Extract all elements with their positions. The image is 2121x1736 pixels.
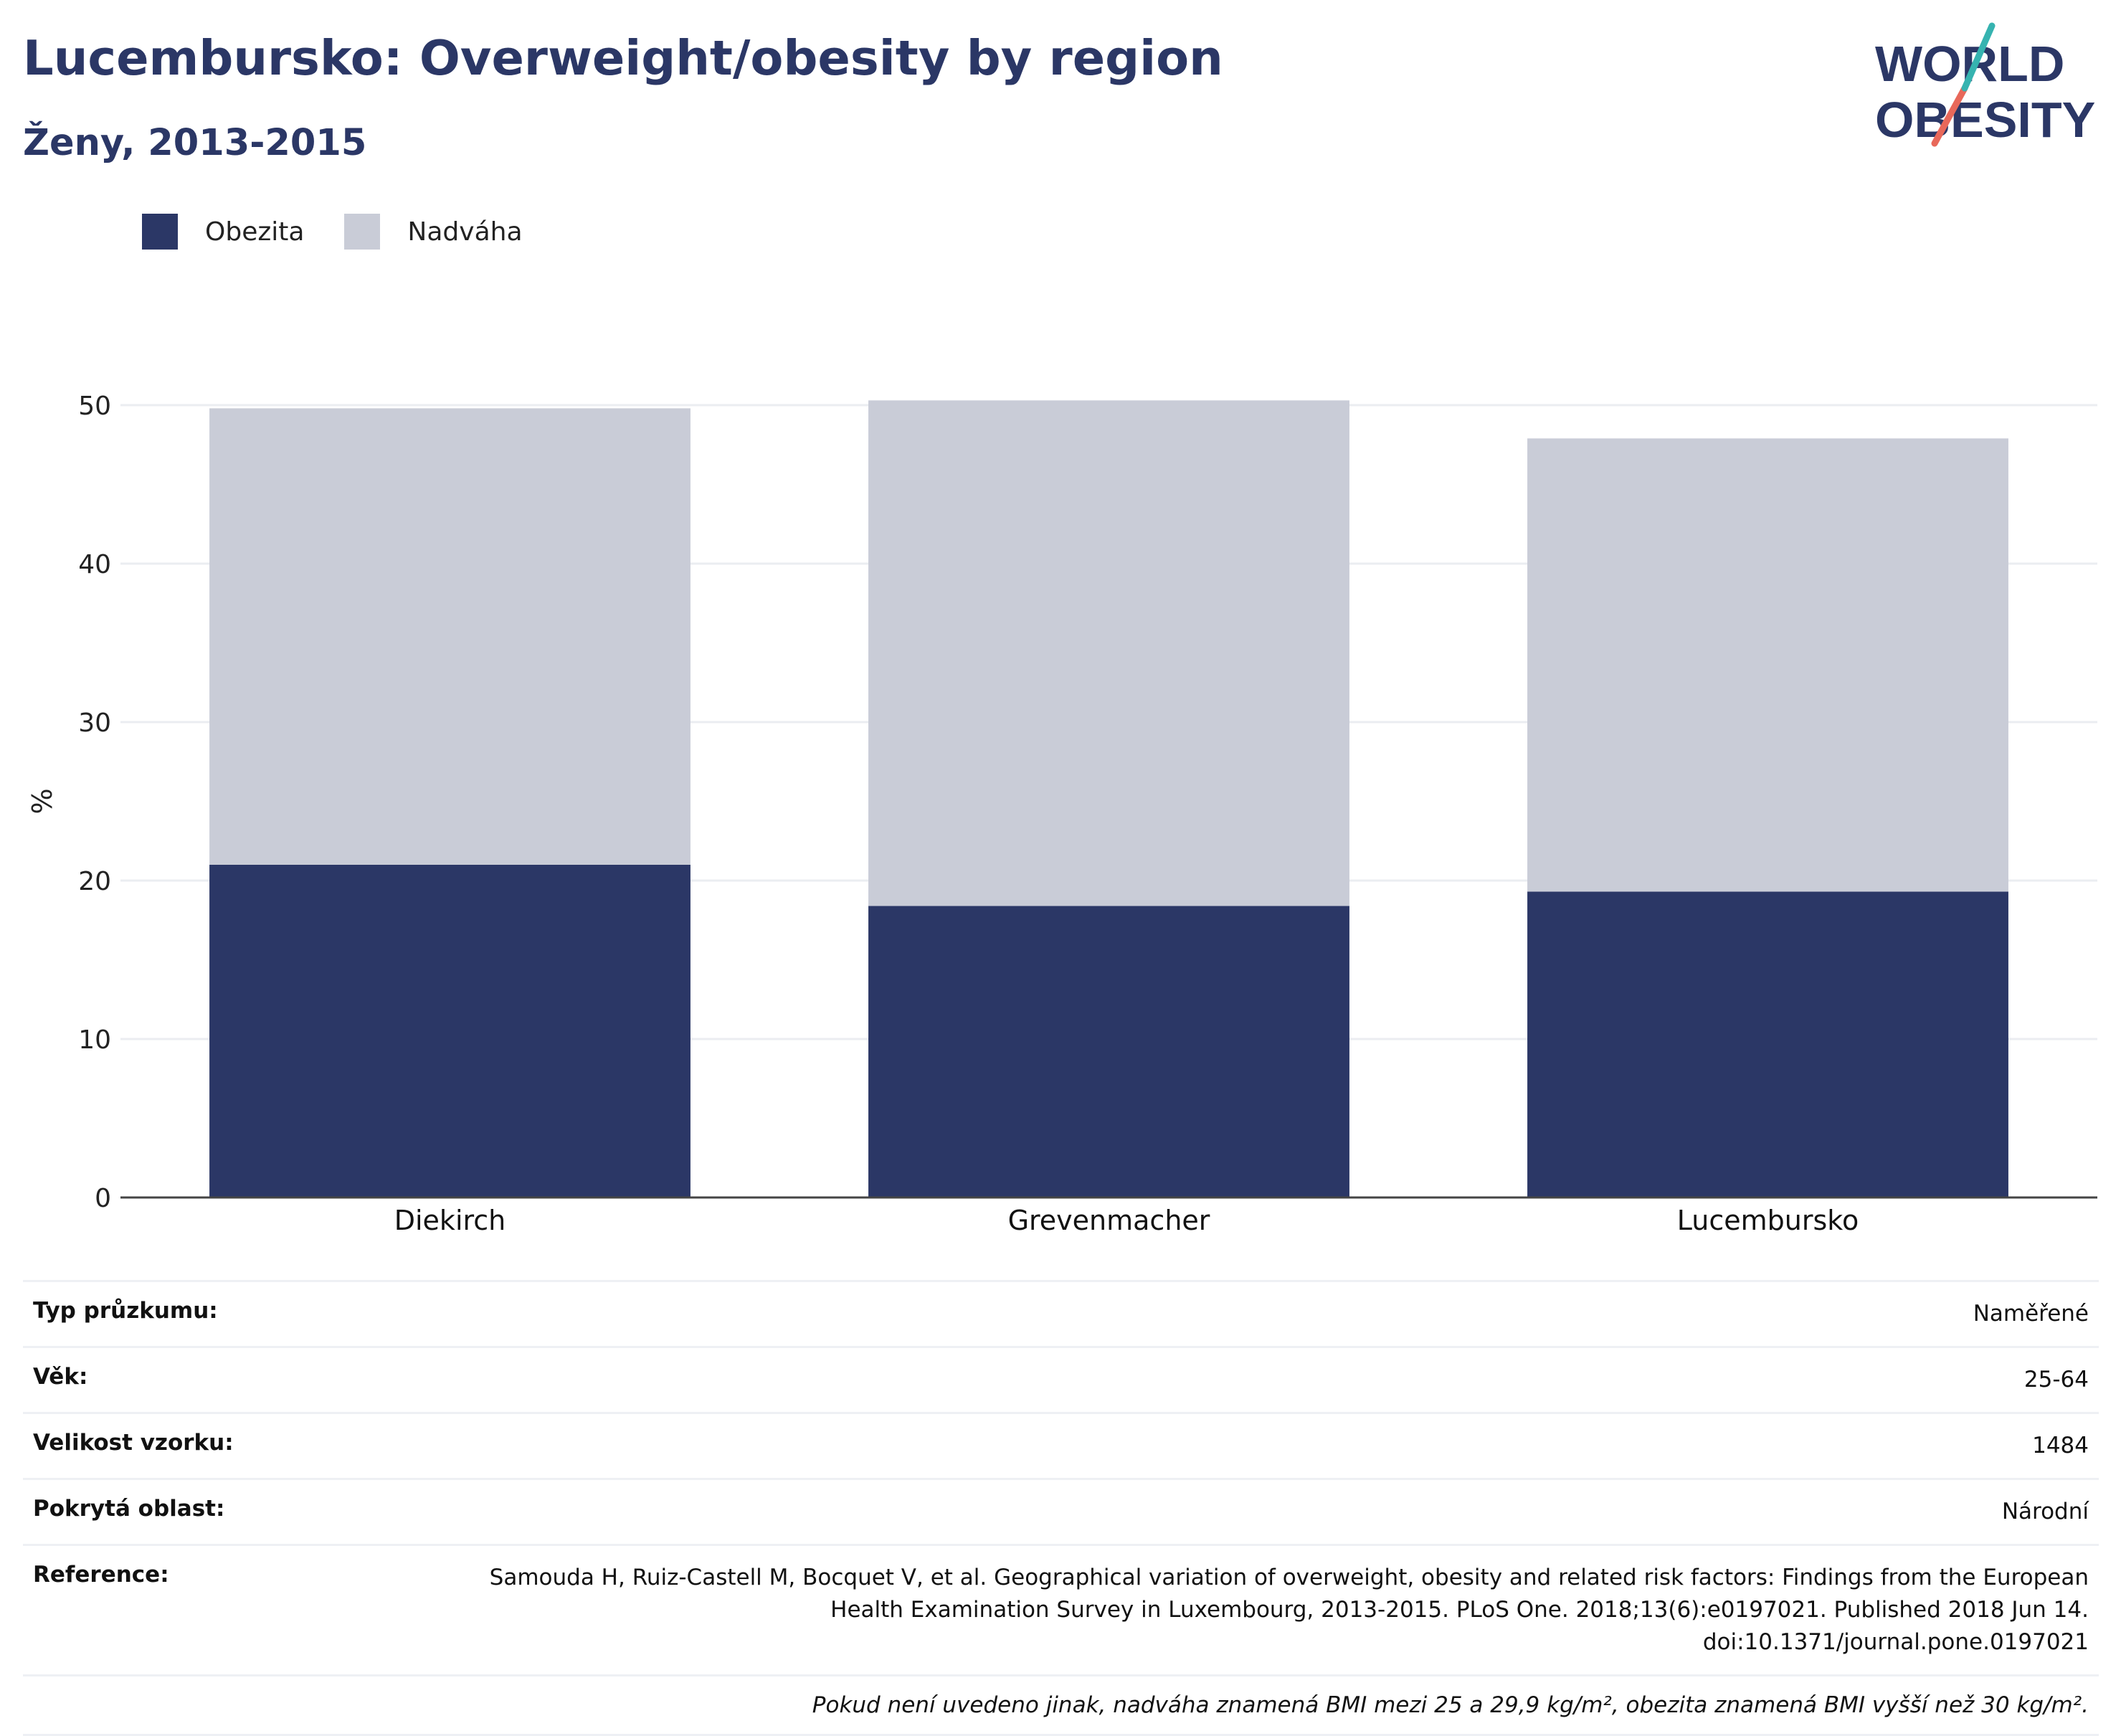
info-row: Velikost vzorku: 1484	[23, 1411, 2099, 1479]
chart-subtitle: Ženy, 2013-2015	[23, 122, 367, 164]
y-axis-label: %	[27, 788, 58, 814]
x-tick-label: Grevenmacher	[1008, 1205, 1210, 1236]
legend-item-obezita[interactable]: Obezita	[142, 214, 304, 250]
bar-obezita	[209, 864, 691, 1197]
bar-nadvaha	[868, 400, 1349, 906]
bar-nadvaha	[209, 408, 691, 865]
y-tick-label: 10	[78, 1025, 111, 1055]
y-tick-label: 0	[95, 1184, 111, 1213]
info-row: Věk: 25-64	[23, 1345, 2099, 1413]
info-value: 1484	[473, 1411, 2099, 1479]
footnote: Pokud není uvedeno jinak, nadváha znamen…	[23, 1674, 2099, 1736]
info-value: Národní	[473, 1477, 2099, 1545]
legend-swatch-obezita	[142, 214, 178, 250]
footnote-row: Pokud není uvedeno jinak, nadváha znamen…	[23, 1674, 2099, 1736]
info-row: Pokrytá oblast: Národní	[23, 1477, 2099, 1545]
legend-swatch-nadvaha	[344, 214, 381, 250]
info-key: Věk:	[23, 1345, 473, 1413]
legend: Obezita Nadváha	[142, 214, 563, 250]
legend-item-nadvaha[interactable]: Nadváha	[344, 214, 523, 250]
info-key: Typ průzkumu:	[23, 1280, 473, 1347]
info-row: Reference: Samouda H, Ruiz-Castell M, Boc…	[23, 1543, 2099, 1676]
bar-obezita	[1527, 891, 2008, 1197]
logo-slash-red	[1931, 85, 1968, 147]
info-value: Naměřené	[473, 1280, 2099, 1347]
info-key: Velikost vzorku:	[23, 1411, 473, 1479]
y-tick-label: 20	[78, 867, 111, 896]
y-tick-label: 30	[78, 708, 111, 738]
info-value: 25-64	[473, 1345, 2099, 1413]
logo-slash-teal	[1961, 22, 1996, 92]
legend-label-nadvaha: Nadváha	[407, 217, 523, 247]
y-tick-label: 50	[78, 392, 111, 421]
info-key: Reference:	[23, 1543, 473, 1676]
logo-text-obesity: OBESITY	[1875, 92, 2095, 148]
bar-obezita	[868, 906, 1349, 1197]
y-tick-label: 40	[78, 550, 111, 579]
world-obesity-logo: WORLD OBESITY	[1875, 22, 2095, 148]
info-value: Samouda H, Ruiz-Castell M, Bocquet V, et…	[473, 1543, 2099, 1676]
x-tick-label: Lucembursko	[1677, 1205, 1859, 1236]
chart-title: Lucembursko: Overweight/obesity by regio…	[23, 30, 1223, 86]
x-tick-label: Diekirch	[394, 1205, 506, 1236]
bar-nadvaha	[1527, 438, 2008, 892]
legend-label-obezita: Obezita	[205, 217, 305, 247]
survey-info-table: Typ průzkumu: Naměřené Věk: 25-64 Velikost v…	[23, 1280, 2099, 1736]
stacked-bar-chart: 0 10 20 30 40 50% Diekirch Grevenmacher Lucembur…	[27, 392, 2097, 1236]
info-row: Typ průzkumu: Naměřené	[23, 1280, 2099, 1347]
info-key: Pokrytá oblast:	[23, 1477, 473, 1545]
